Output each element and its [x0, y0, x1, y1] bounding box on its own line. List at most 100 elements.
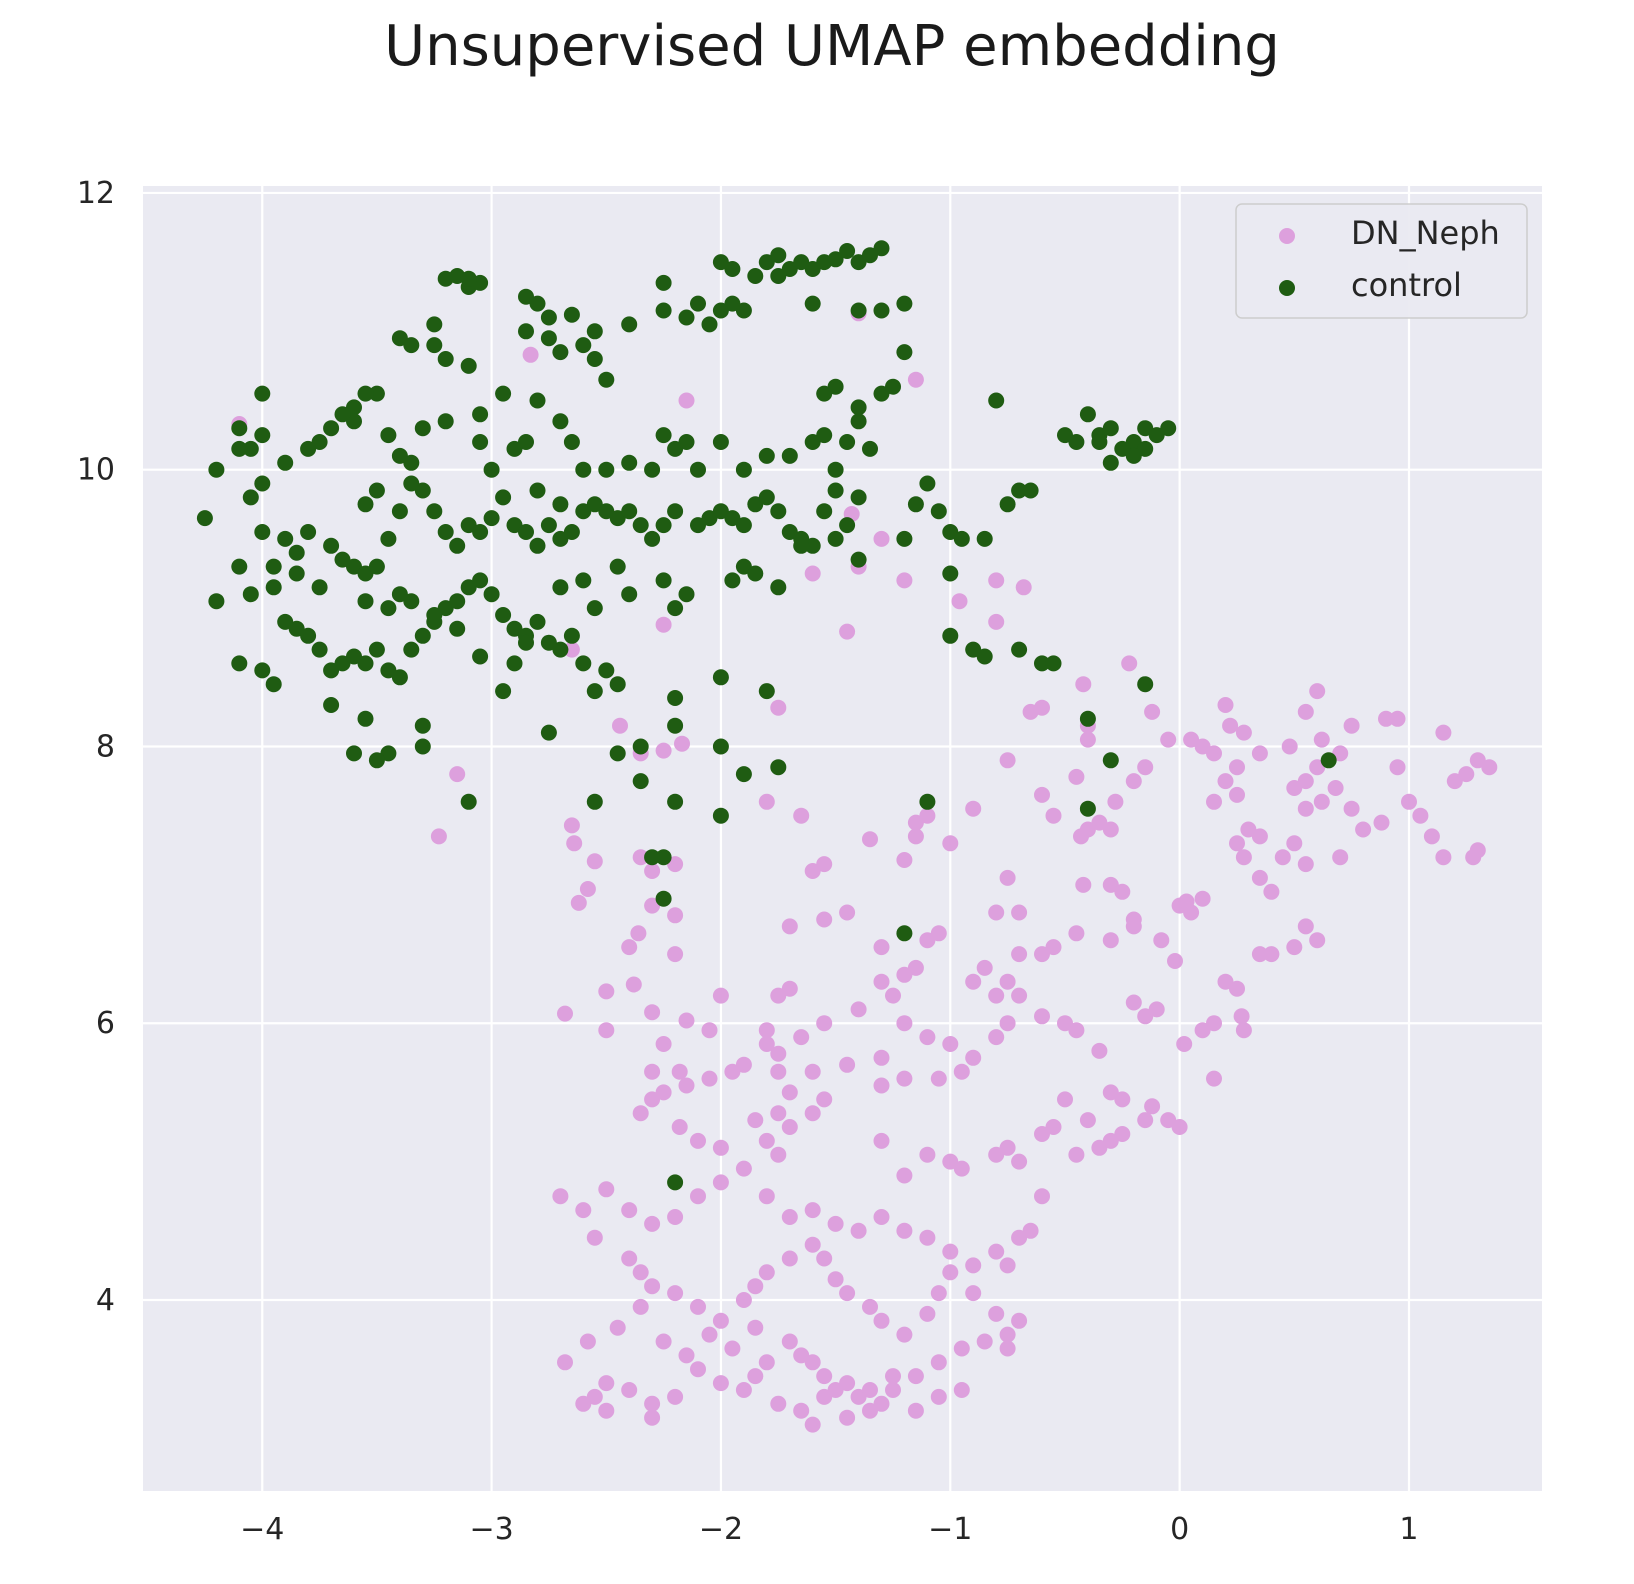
data-point: [323, 537, 340, 554]
data-point: [724, 1340, 741, 1357]
data-point: [712, 254, 729, 271]
data-point: [655, 517, 672, 534]
data-point: [1022, 482, 1039, 499]
data-point: [667, 907, 684, 924]
data-point: [586, 351, 603, 367]
data-point: [460, 270, 477, 287]
data-point: [1148, 427, 1165, 444]
data-point: [518, 288, 534, 305]
data-point: [495, 489, 512, 506]
data-point: [1327, 780, 1344, 796]
data-point: [346, 413, 362, 430]
data-point: [1045, 1119, 1062, 1135]
data-point: [804, 1354, 821, 1371]
data-point: [621, 316, 638, 333]
data-point: [586, 1229, 603, 1246]
data-point: [735, 461, 752, 478]
data-point: [667, 503, 684, 520]
data-point: [896, 530, 913, 547]
data-point: [598, 371, 615, 388]
data-point: [1320, 752, 1337, 769]
data-point: [414, 738, 431, 755]
data-point: [552, 1188, 569, 1205]
data-point: [724, 261, 741, 277]
data-point: [896, 295, 913, 312]
data-point: [472, 572, 489, 589]
data-point: [598, 983, 615, 1000]
data-point: [655, 427, 672, 444]
data-point: [942, 565, 959, 582]
data-point: [862, 831, 878, 848]
data-point: [816, 856, 833, 873]
data-point: [1114, 1126, 1131, 1142]
data-point: [885, 378, 901, 395]
data-point: [575, 572, 592, 589]
data-point: [231, 420, 248, 437]
data-point: [781, 918, 798, 935]
data-point: [976, 530, 993, 547]
data-point: [655, 1036, 672, 1052]
data-point: [747, 268, 764, 284]
data-point: [1458, 766, 1475, 783]
data-point: [598, 1375, 615, 1392]
data-point: [655, 274, 672, 291]
data-point: [1235, 849, 1252, 866]
data-point: [999, 869, 1016, 886]
x-tick-label: 0: [1170, 1512, 1189, 1547]
data-point: [758, 1132, 775, 1149]
data-point: [690, 517, 706, 534]
data-point: [735, 1292, 752, 1308]
data-point: [827, 378, 844, 395]
data-point: [816, 427, 833, 444]
data-point: [674, 735, 690, 752]
data-point: [667, 1285, 684, 1302]
data-point: [575, 503, 592, 520]
data-point: [816, 1015, 833, 1032]
data-point: [334, 655, 351, 672]
data-point: [472, 406, 489, 423]
data-point: [518, 634, 534, 651]
data-point: [781, 1333, 798, 1350]
data-point: [850, 1222, 867, 1239]
data-point: [712, 807, 729, 824]
data-point: [827, 1215, 844, 1232]
data-point: [1034, 1188, 1050, 1205]
data-point: [712, 738, 729, 755]
data-point: [793, 1029, 810, 1046]
data-point: [1167, 953, 1183, 969]
data-point: [1229, 759, 1245, 776]
data-point: [254, 427, 271, 444]
data-point: [804, 565, 821, 582]
data-point: [999, 1139, 1016, 1156]
data-point: [334, 406, 351, 423]
data-point: [632, 738, 649, 755]
data-point: [1183, 731, 1200, 748]
data-point: [690, 461, 706, 478]
data-point: [1068, 925, 1085, 942]
data-point: [839, 623, 856, 640]
data-point: [1148, 1001, 1165, 1018]
data-point: [655, 302, 672, 319]
data-point: [850, 489, 867, 506]
data-point: [1125, 911, 1142, 928]
data-point: [563, 434, 580, 450]
data-point: [1034, 699, 1050, 716]
data-points: [196, 240, 1498, 1433]
data-point: [1251, 946, 1268, 963]
data-point: [644, 1004, 661, 1021]
data-point: [667, 946, 684, 963]
data-point: [472, 434, 489, 450]
data-point: [346, 745, 362, 762]
data-point: [804, 295, 821, 312]
data-point: [770, 579, 787, 596]
data-point: [850, 1001, 867, 1018]
data-point: [758, 683, 775, 700]
data-point: [827, 1271, 844, 1288]
data-point: [368, 482, 385, 499]
data-point: [625, 976, 642, 993]
data-point: [850, 413, 867, 430]
data-point: [873, 1132, 890, 1149]
data-point: [1286, 835, 1303, 852]
data-point: [781, 447, 798, 464]
data-point: [1355, 821, 1372, 838]
